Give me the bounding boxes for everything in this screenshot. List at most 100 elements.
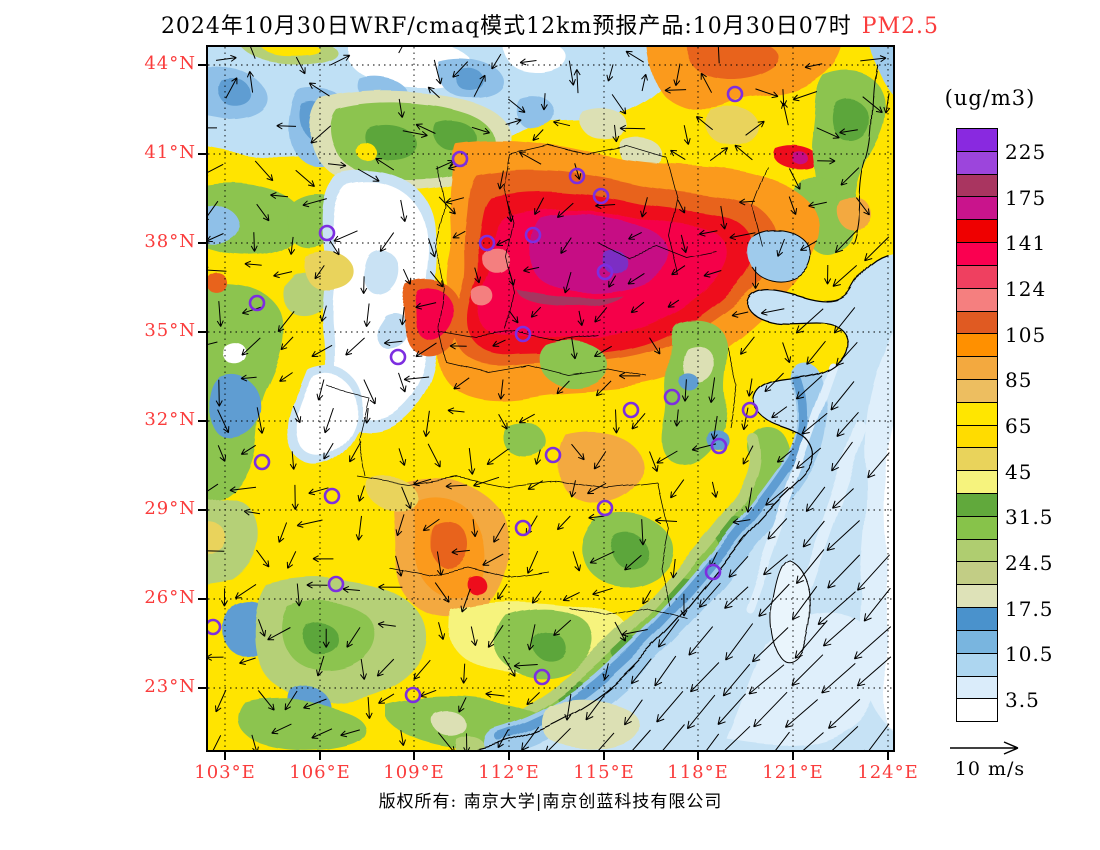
city-marker (544, 446, 562, 464)
city-marker (327, 575, 345, 593)
colorbar-tick-label: 31.5 (1005, 505, 1054, 530)
colorbar-cell (957, 471, 997, 494)
city-marker (318, 224, 336, 242)
axis-tick (697, 752, 699, 760)
colorbar-cell (957, 699, 997, 722)
y-axis-label: 32°N (144, 409, 196, 430)
colorbar-cell (957, 265, 997, 289)
y-axis-label: 35°N (144, 320, 196, 341)
city-marker (404, 686, 422, 704)
colorbar-cell (957, 562, 997, 586)
pm25-contour-layer (208, 47, 893, 750)
city-marker (663, 388, 681, 406)
colorbar-cell (957, 676, 997, 700)
colorbar-cell (957, 357, 997, 380)
colorbar-cell (957, 288, 997, 312)
colorbar-cell (957, 311, 997, 335)
colorbar-tick-label: 45 (1005, 459, 1033, 484)
x-axis-label: 124°E (857, 762, 919, 783)
colorbar-tick-label: 105 (1005, 322, 1047, 347)
y-axis-label: 44°N (144, 53, 196, 74)
city-marker (741, 401, 759, 419)
colorbar-tick-label: 10.5 (1005, 642, 1054, 667)
colorbar-cell (957, 151, 997, 175)
axis-tick (198, 64, 206, 66)
colorbar-cell (957, 585, 997, 609)
wind-arrows-layer (208, 47, 892, 750)
axis-tick (603, 752, 605, 760)
city-marker (451, 150, 469, 168)
city-marker (533, 668, 551, 686)
city-marker (478, 234, 496, 252)
city-marker (323, 487, 341, 505)
x-axis-label: 106°E (289, 762, 351, 783)
colorbar (956, 128, 998, 722)
axis-tick (224, 752, 226, 760)
axis-tick (198, 598, 206, 600)
x-axis-label: 118°E (667, 762, 729, 783)
x-axis-label: 121°E (762, 762, 824, 783)
x-axis-label: 109°E (383, 762, 445, 783)
copyright-text: 版权所有: 南京大学|南京创蓝科技有限公司 (378, 792, 723, 812)
colorbar-tick-label: 141 (1005, 231, 1047, 256)
city-marker (726, 85, 744, 103)
colorbar-cell (957, 197, 997, 221)
colorbar-cell (957, 425, 997, 449)
axis-tick (198, 509, 206, 511)
colorbar-tick-label: 85 (1005, 368, 1033, 393)
x-axis-label: 103°E (194, 762, 256, 783)
axis-tick (319, 752, 321, 760)
city-marker (568, 167, 586, 185)
y-axis-label: 23°N (144, 676, 196, 697)
axis-tick (198, 242, 206, 244)
city-marker (248, 294, 266, 312)
city-marker (710, 437, 728, 455)
forecast-map (206, 45, 895, 752)
x-axis-label: 115°E (573, 762, 635, 783)
city-marker (514, 325, 532, 343)
axis-tick (413, 752, 415, 760)
city-marker (524, 226, 542, 244)
city-marker (622, 401, 640, 419)
axis-tick (508, 752, 510, 760)
city-marker (389, 348, 407, 366)
colorbar-tick-label: 124 (1005, 276, 1047, 301)
colorbar-tick-label: 225 (1005, 139, 1047, 164)
colorbar-cell (957, 220, 997, 244)
colorbar-cell (957, 402, 997, 426)
city-marker (592, 187, 610, 205)
colorbar-tick-label: 65 (1005, 414, 1033, 438)
y-axis-label: 38°N (144, 231, 196, 252)
wind-reference-label: 10 m/s (954, 758, 1026, 780)
city-marker (208, 618, 222, 636)
wind-reference-arrow (950, 741, 1019, 755)
colorbar-cell (957, 516, 997, 540)
title-pollutant: PM2.5 (861, 14, 940, 39)
axis-tick (887, 752, 889, 760)
colorbar-tick-label: 175 (1005, 185, 1047, 210)
y-axis-label: 26°N (144, 587, 196, 608)
city-marker (596, 263, 614, 281)
colorbar-cell (957, 630, 997, 654)
colorbar-cell (957, 129, 997, 152)
city-marker (514, 519, 532, 537)
colorbar-cell (957, 539, 997, 563)
colorbar-cell (957, 243, 997, 266)
axis-tick (198, 687, 206, 689)
colorbar-cell (957, 448, 997, 472)
city-marker (253, 453, 271, 471)
colorbar-tick-label: 17.5 (1005, 596, 1054, 621)
y-axis-label: 41°N (144, 142, 196, 163)
colorbar-tick-label: 3.5 (1005, 688, 1040, 713)
colorbar-cell (957, 174, 997, 198)
city-markers-layer (208, 85, 759, 704)
colorbar-cell (957, 379, 997, 403)
map-canvas (208, 47, 893, 750)
city-marker (596, 499, 614, 517)
colorbar-cell (957, 334, 997, 358)
city-marker (704, 563, 722, 581)
colorbar-cell (957, 608, 997, 631)
axis-tick (198, 331, 206, 333)
colorbar-tick-label: 24.5 (1005, 551, 1054, 576)
